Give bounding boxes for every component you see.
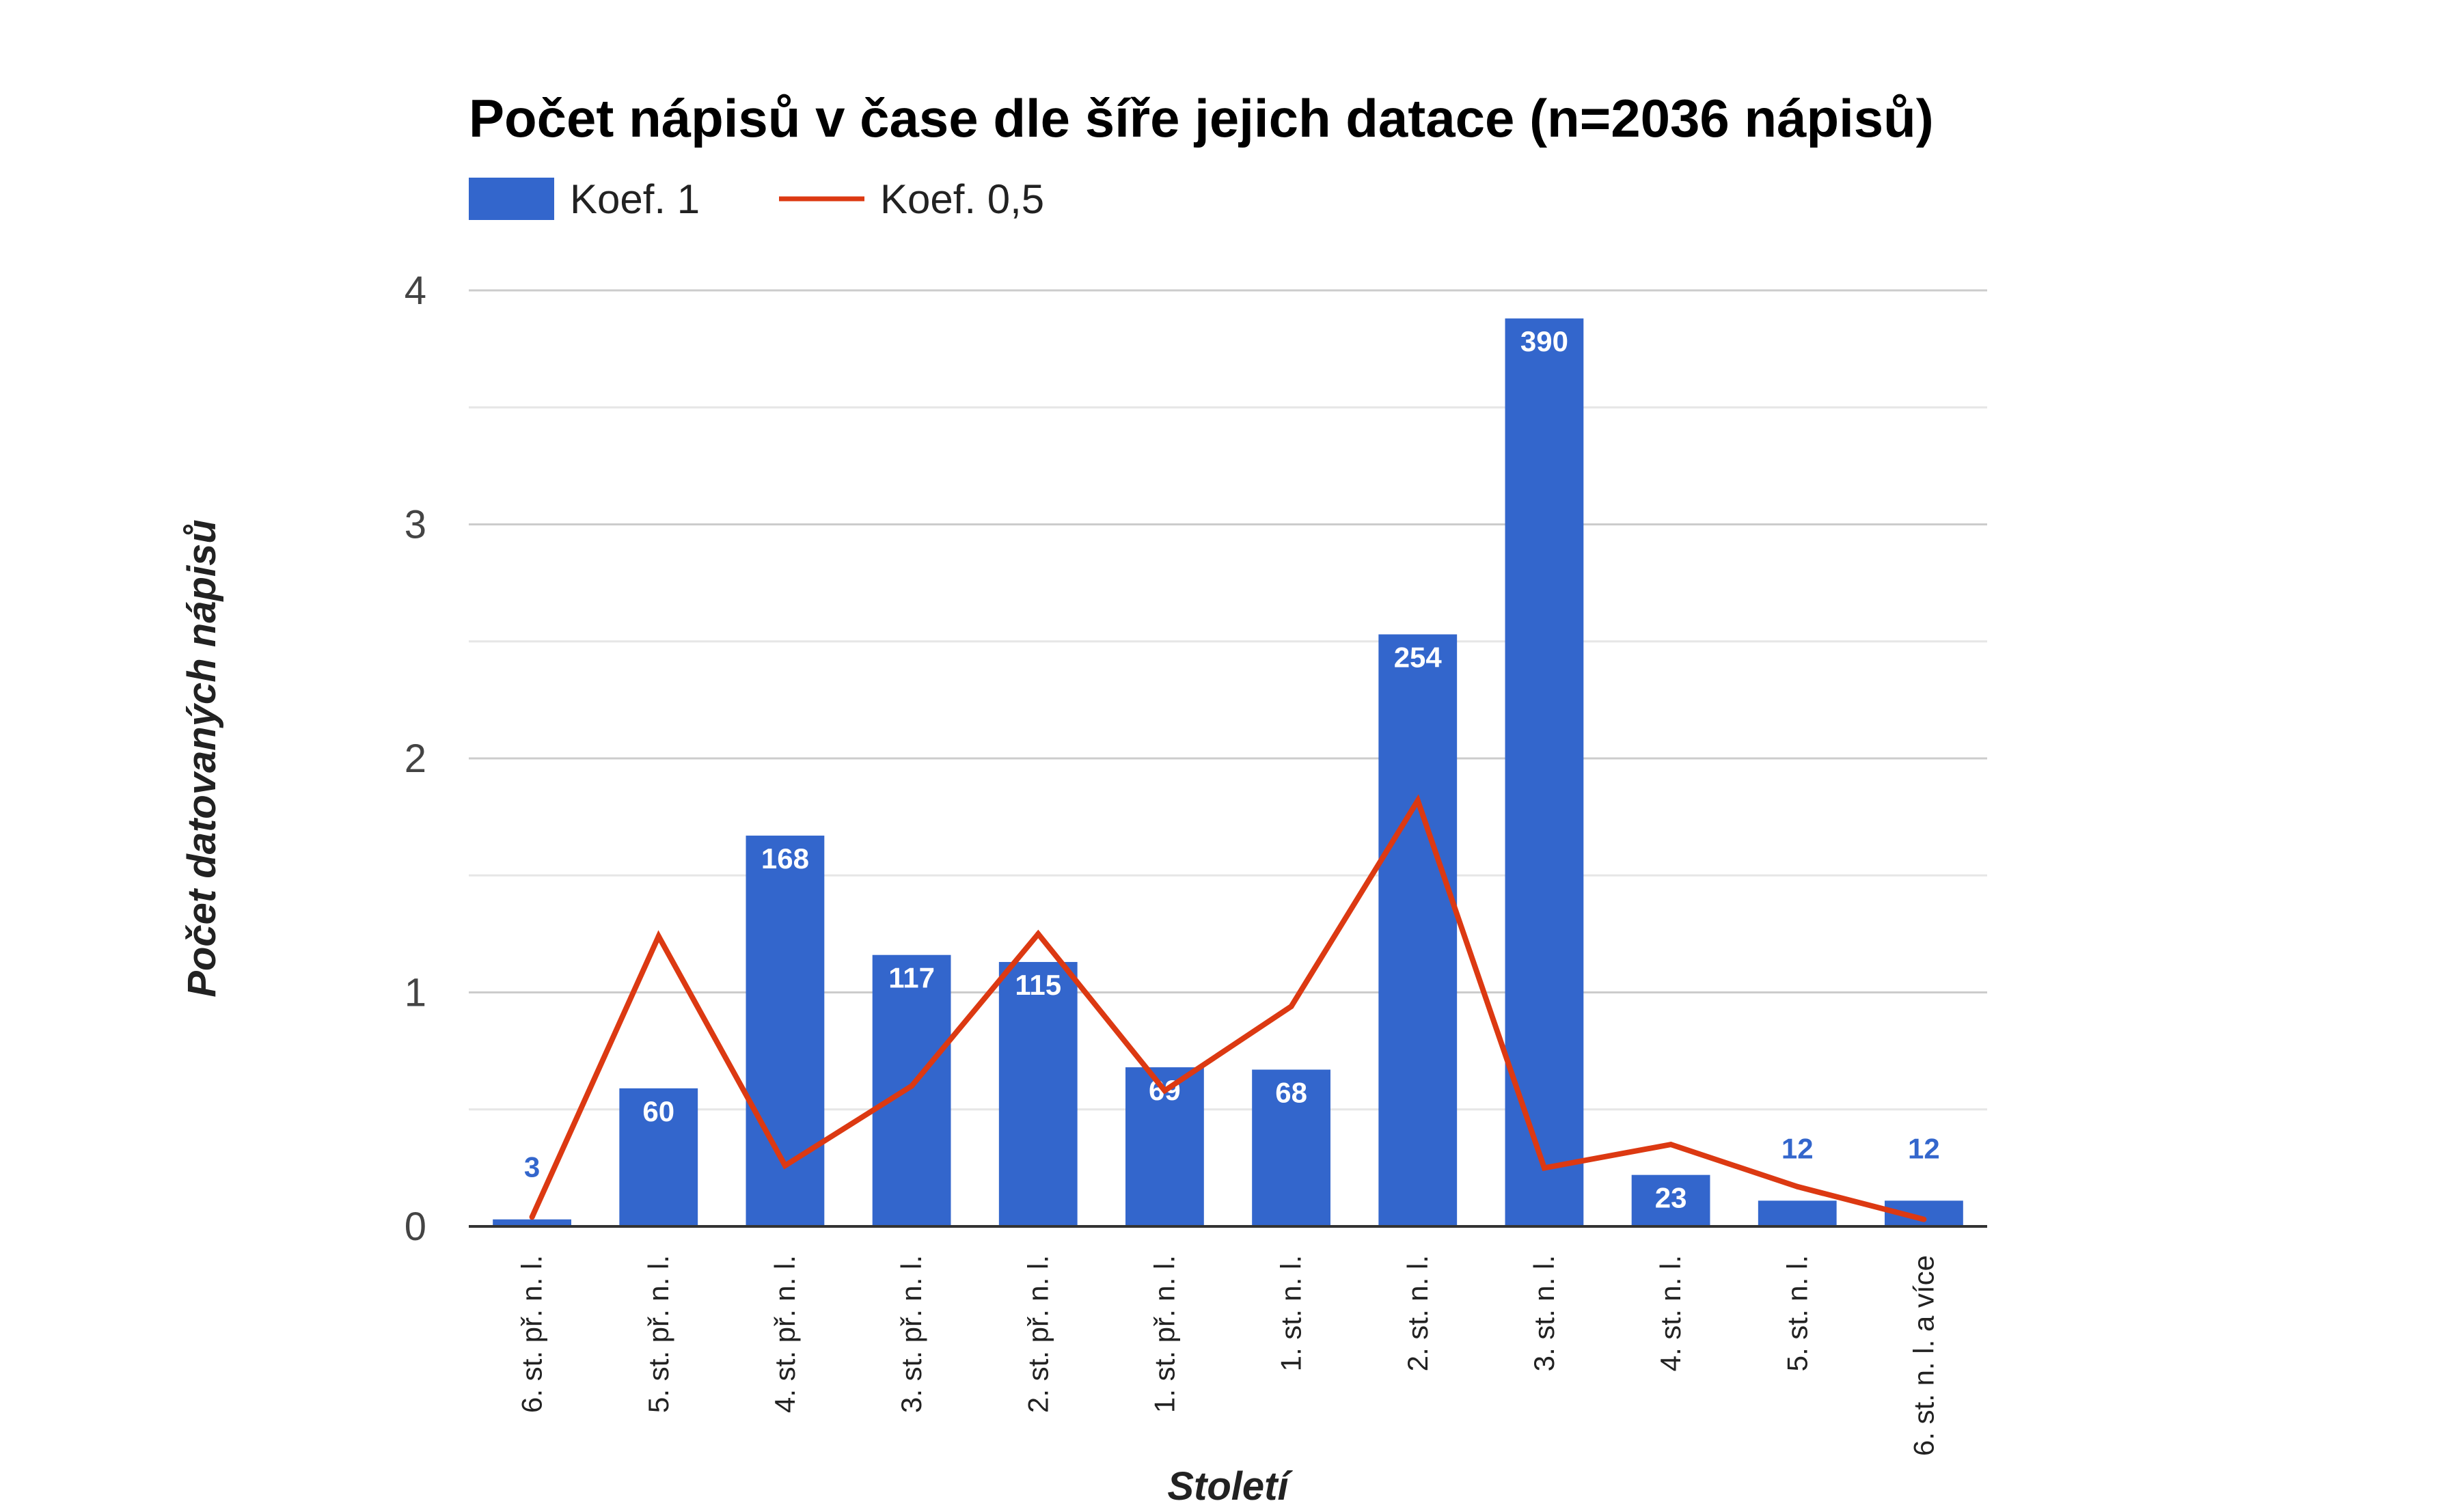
bar-data-label: 115 bbox=[1015, 969, 1061, 1001]
legend: Koef. 1 Koef. 0,5 bbox=[469, 176, 1044, 222]
x-axis-ticks: 6. st. př. n. l. 5. st. př. n. l. 4. st. p… bbox=[516, 1255, 1940, 1456]
legend-label-koef-05: Koef. 0,5 bbox=[880, 176, 1044, 222]
line-point bbox=[1921, 1216, 1927, 1222]
legend-label-koef-1: Koef. 1 bbox=[570, 176, 700, 222]
bar bbox=[1505, 318, 1584, 1227]
bar-data-label: 168 bbox=[761, 842, 809, 875]
y-tick-label: 2 bbox=[405, 737, 426, 781]
line-point bbox=[1288, 1004, 1294, 1010]
bar bbox=[872, 954, 951, 1226]
bar-data-label: 12 bbox=[1781, 1132, 1814, 1164]
bar bbox=[1252, 1069, 1330, 1226]
line-point bbox=[1668, 1142, 1674, 1148]
line-series-path bbox=[529, 794, 1925, 1222]
line-point bbox=[529, 1214, 535, 1220]
bar-data-label: 3 bbox=[524, 1151, 540, 1183]
line-point bbox=[1415, 797, 1421, 803]
x-tick-label: 3. st. n. l. bbox=[1528, 1255, 1560, 1371]
bar bbox=[1758, 1200, 1837, 1226]
x-tick-label: 2. st. n. l. bbox=[1402, 1255, 1434, 1371]
y-axis-title: Počet datovaných nápisů bbox=[180, 519, 224, 997]
line-point bbox=[655, 933, 661, 939]
bar bbox=[619, 1088, 698, 1226]
x-tick-label: 2. st. př. n. l. bbox=[1022, 1255, 1054, 1413]
line-point bbox=[1541, 1165, 1547, 1171]
bar bbox=[493, 1219, 571, 1226]
x-tick-label: 6. st. n. l. a více bbox=[1907, 1255, 1939, 1456]
y-tick-label: 3 bbox=[405, 503, 426, 547]
x-tick-label: 5. st. n. l. bbox=[1781, 1255, 1813, 1371]
line-point bbox=[909, 1083, 915, 1089]
bar bbox=[1631, 1174, 1710, 1226]
legend-swatch-koef-1 bbox=[469, 178, 554, 220]
y-tick-label: 0 bbox=[405, 1205, 426, 1249]
bar-data-label: 68 bbox=[1275, 1077, 1307, 1109]
gridlines bbox=[469, 289, 1987, 1111]
x-tick-label: 6. st. př. n. l. bbox=[516, 1255, 548, 1413]
bar-data-label: 117 bbox=[888, 962, 935, 994]
x-tick-label: 1. st. př. n. l. bbox=[1148, 1255, 1180, 1413]
bar-data-label: 390 bbox=[1520, 325, 1568, 357]
y-tick-label: 1 bbox=[405, 971, 426, 1015]
bar bbox=[998, 961, 1078, 1226]
line-point bbox=[1035, 931, 1041, 937]
bar-data-label: 12 bbox=[1908, 1132, 1940, 1164]
x-tick-label: 5. st. př. n. l. bbox=[642, 1255, 674, 1413]
line-point bbox=[1162, 1088, 1168, 1094]
bar-data-label: 23 bbox=[1655, 1182, 1687, 1214]
bar bbox=[1378, 634, 1458, 1226]
y-tick-label: 4 bbox=[405, 269, 426, 313]
bar-series-koef-1 bbox=[493, 318, 1963, 1227]
line-point bbox=[782, 1162, 788, 1168]
x-tick-label: 3. st. př. n. l. bbox=[895, 1255, 927, 1413]
line-series-koef-05 bbox=[529, 794, 1927, 1222]
bar-data-label: 60 bbox=[642, 1095, 674, 1127]
chart-title: Počet nápisů v čase dle šíře jejich data… bbox=[469, 88, 1934, 148]
bar-data-label: 254 bbox=[1394, 641, 1443, 673]
line-point bbox=[1794, 1183, 1801, 1190]
y-axis-ticks: 0 1 2 3 4 bbox=[405, 269, 426, 1249]
x-axis-title: Století bbox=[1167, 1464, 1293, 1509]
x-tick-label: 4. st. př. n. l. bbox=[769, 1255, 801, 1413]
x-tick-label: 1. st. n. l. bbox=[1275, 1255, 1307, 1371]
x-tick-label: 4. st. n. l. bbox=[1654, 1255, 1686, 1371]
